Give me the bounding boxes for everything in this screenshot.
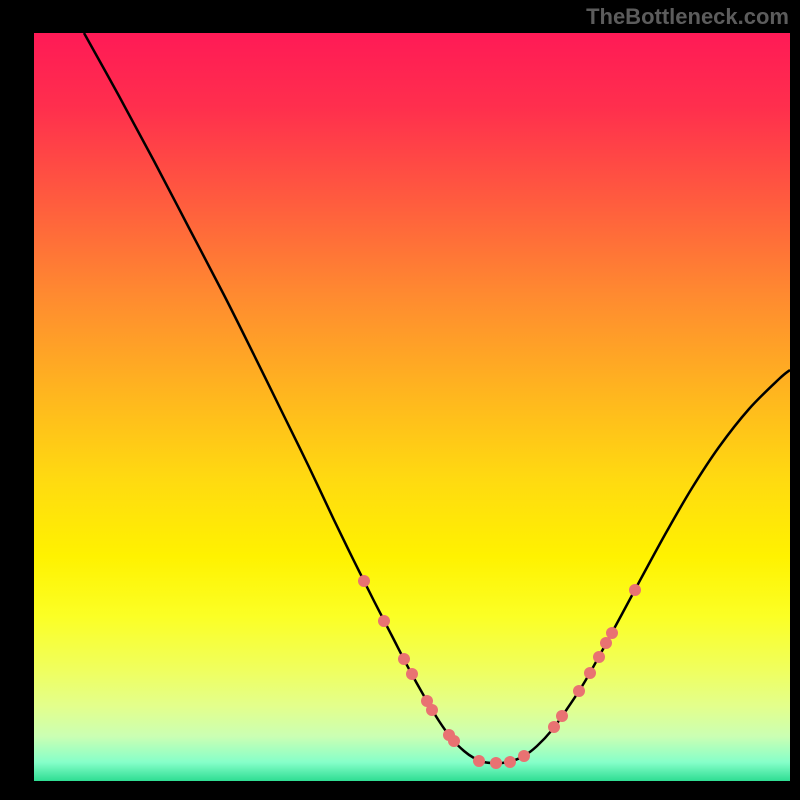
- data-marker: [600, 637, 612, 649]
- data-marker: [473, 755, 485, 767]
- data-marker: [593, 651, 605, 663]
- data-marker: [490, 757, 502, 769]
- data-marker: [378, 615, 390, 627]
- data-marker: [406, 668, 418, 680]
- data-marker: [426, 704, 438, 716]
- bottleneck-curve: [84, 33, 790, 763]
- data-marker: [448, 735, 460, 747]
- data-marker: [606, 627, 618, 639]
- data-marker: [573, 685, 585, 697]
- watermark-text: TheBottleneck.com: [586, 4, 789, 30]
- data-marker: [518, 750, 530, 762]
- data-marker: [548, 721, 560, 733]
- data-marker: [358, 575, 370, 587]
- data-marker: [584, 667, 596, 679]
- chart-overlay-svg: [0, 0, 800, 800]
- data-marker: [629, 584, 641, 596]
- chart-root: TheBottleneck.com: [0, 0, 800, 800]
- data-marker: [504, 756, 516, 768]
- data-marker: [398, 653, 410, 665]
- data-marker: [556, 710, 568, 722]
